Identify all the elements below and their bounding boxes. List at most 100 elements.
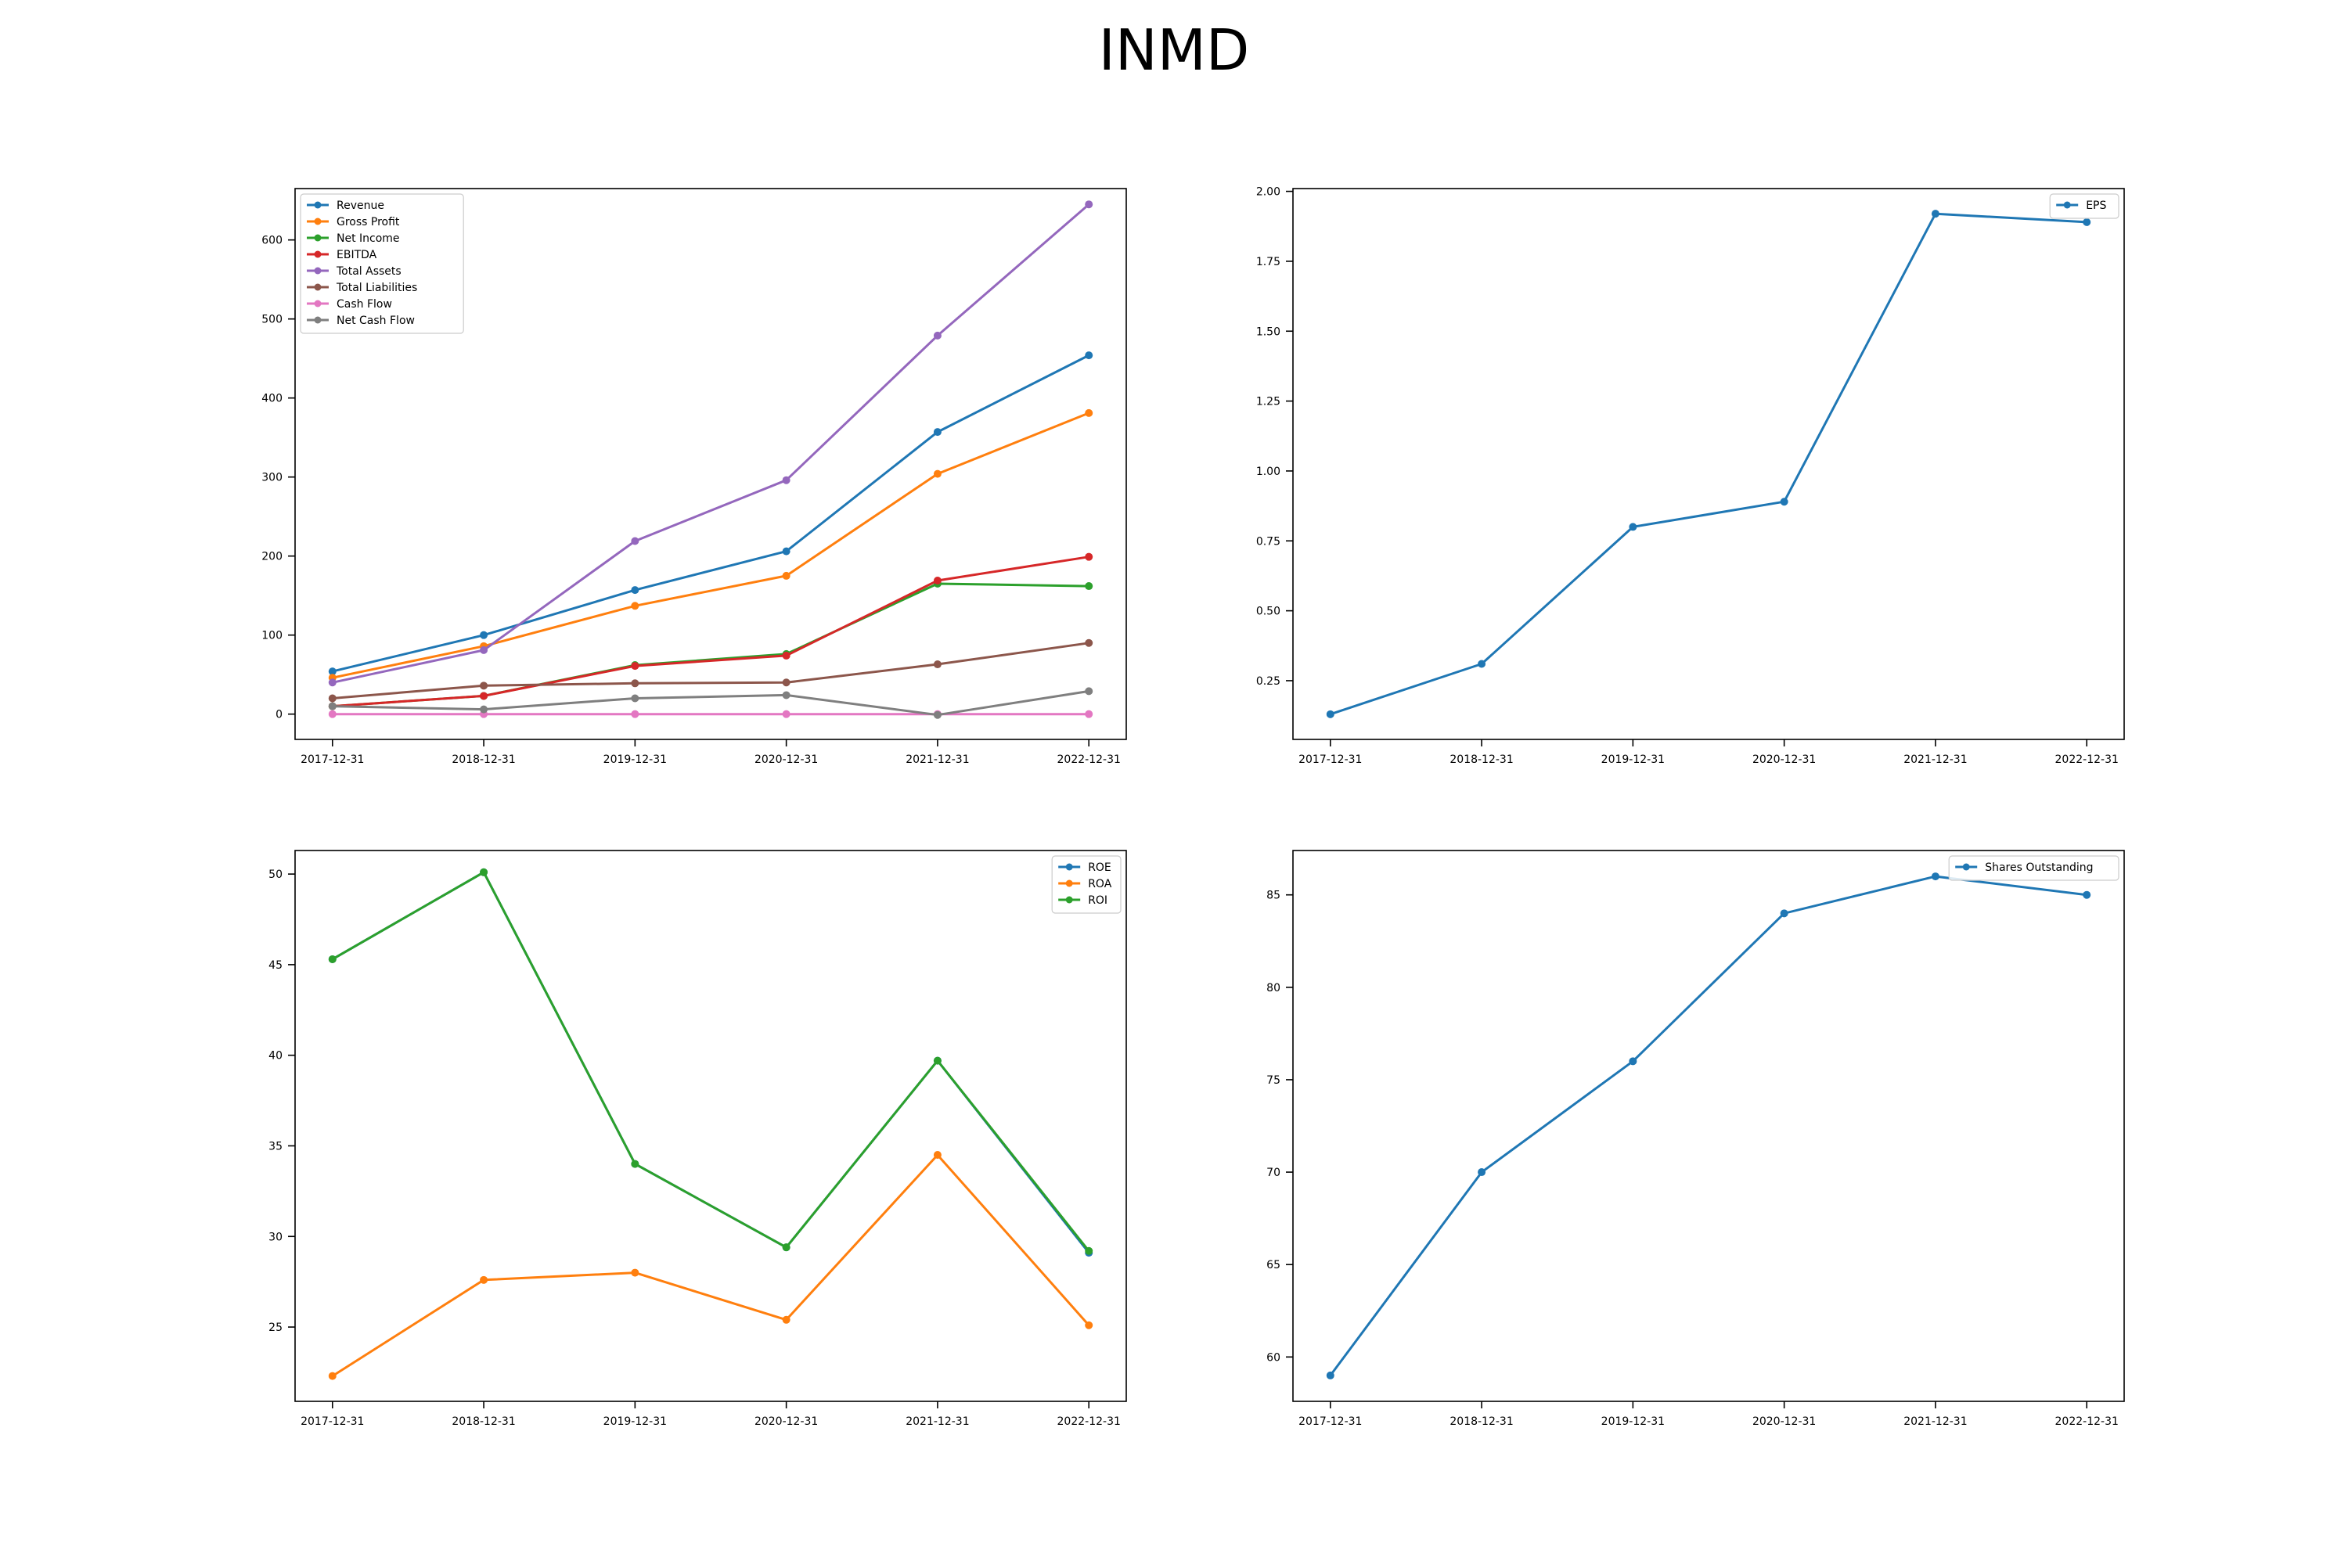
series-revenue (328, 351, 1093, 676)
legend: Shares Outstanding (1948, 855, 2119, 881)
y-tick-label: 100 (261, 630, 283, 642)
legend-marker (314, 201, 322, 209)
data-point (328, 710, 337, 718)
axes-frame (1292, 850, 2125, 1402)
legend-label: Cash Flow (337, 298, 392, 311)
x-tick-label: 2020-12-31 (1752, 753, 1816, 766)
y-tick-label: 1.00 (1256, 466, 1280, 478)
legend-label: ROI (1088, 894, 1107, 907)
y-tick-label: 400 (261, 393, 283, 405)
y-tick-label: 200 (261, 551, 283, 563)
y-tick-label: 500 (261, 314, 283, 326)
legend-label: ROA (1088, 878, 1112, 890)
legend-marker (314, 234, 322, 242)
legend-marker (314, 218, 322, 225)
data-point (328, 702, 337, 710)
series-line (1330, 212, 2087, 716)
legend-box (1948, 855, 2119, 881)
legend-marker (314, 267, 322, 275)
data-point (933, 1056, 942, 1065)
chart-2: 0.25 0.50 0.75 1.00 1.25 1.50 1.75 2.00 2017-12-… (1256, 186, 2125, 766)
data-point (631, 694, 639, 703)
data-point (782, 571, 790, 580)
data-point (1085, 200, 1093, 209)
data-point (933, 1151, 942, 1160)
data-point (480, 646, 488, 654)
legend-label: Shares Outstanding (1985, 861, 2093, 874)
chart-4: 60 65 70 75 80 85 2017-12-31 2018-12-31 2019-12-… (1266, 850, 2125, 1428)
data-point (631, 710, 639, 718)
legend-label: EPS (2086, 200, 2106, 212)
axes-frame (294, 188, 1127, 740)
data-point (480, 682, 488, 690)
y-tick-label: 0 (275, 709, 283, 721)
series-roa (328, 1151, 1093, 1380)
y-tick-label: 65 (1266, 1259, 1280, 1271)
data-point (631, 586, 639, 595)
x-tick-label: 2019-12-31 (603, 753, 667, 766)
data-point (631, 679, 639, 688)
chart-1: 0 100 200 300 400 500 600 2017-12-31 2018-12-31 2… (261, 188, 1127, 766)
x-tick-label: 2021-12-31 (1903, 1415, 1967, 1428)
y-tick-label: 0.50 (1256, 606, 1280, 618)
y-tick-label: 2.00 (1256, 186, 1280, 199)
y-tick-label: 50 (268, 869, 283, 881)
legend: ROE ROA ROI (1051, 855, 1122, 914)
legend-marker (1065, 896, 1073, 904)
series-eps (1326, 210, 2091, 718)
data-point (328, 678, 337, 687)
data-point (1085, 1321, 1093, 1329)
y-tick-label: 40 (268, 1050, 283, 1063)
data-point (933, 710, 942, 719)
data-point (1478, 660, 1486, 668)
series-ebitda (328, 552, 1093, 710)
y-tick-label: 70 (1266, 1167, 1280, 1179)
y-tick-label: 300 (261, 472, 283, 484)
legend-marker (314, 300, 322, 307)
x-tick-label: 2022-12-31 (2055, 1415, 2119, 1428)
data-point (328, 667, 337, 676)
y-tick-label: 1.75 (1256, 256, 1280, 268)
data-point (782, 1243, 790, 1252)
legend-marker (314, 316, 322, 324)
series-net-cash-flow (328, 687, 1093, 719)
data-point (1780, 909, 1788, 918)
legend-label: EBITDA (337, 249, 377, 261)
series-line (332, 689, 1089, 717)
data-point (933, 331, 942, 340)
y-tick-label: 80 (1266, 982, 1280, 994)
x-tick-label: 2018-12-31 (452, 753, 515, 766)
x-tick-label: 2020-12-31 (1752, 1415, 1816, 1428)
data-point (631, 662, 639, 671)
data-point (782, 547, 790, 556)
series-total-liabilities (328, 638, 1093, 703)
y-tick-label: 1.50 (1256, 325, 1280, 338)
x-tick-label: 2017-12-31 (301, 1415, 364, 1428)
data-point (1931, 872, 1939, 881)
data-point (328, 694, 337, 703)
data-point (782, 651, 790, 660)
x-tick-label: 2018-12-31 (1449, 1415, 1513, 1428)
series-line (332, 871, 1090, 1254)
series-line (332, 412, 1089, 679)
data-point (631, 602, 639, 610)
axes-frame (294, 850, 1127, 1402)
x-tick-label: 2020-12-31 (754, 753, 818, 766)
series-line (332, 871, 1090, 1252)
x-tick-label: 2022-12-31 (2055, 753, 2119, 766)
x-tick-label: 2020-12-31 (754, 1415, 818, 1428)
data-point (782, 476, 790, 484)
data-point (782, 691, 790, 699)
data-point (2083, 218, 2091, 226)
data-point (480, 868, 488, 876)
data-point (1085, 351, 1093, 360)
legend-marker (1065, 879, 1073, 887)
legend-label: Total Assets (336, 265, 402, 278)
legend-marker (314, 283, 322, 291)
data-point (1931, 210, 1939, 218)
legend-box (300, 193, 464, 334)
legend-label: Total Liabilities (336, 282, 417, 294)
data-point (328, 955, 337, 963)
legend: EPS (2049, 193, 2119, 219)
y-tick-label: 85 (1266, 890, 1280, 902)
